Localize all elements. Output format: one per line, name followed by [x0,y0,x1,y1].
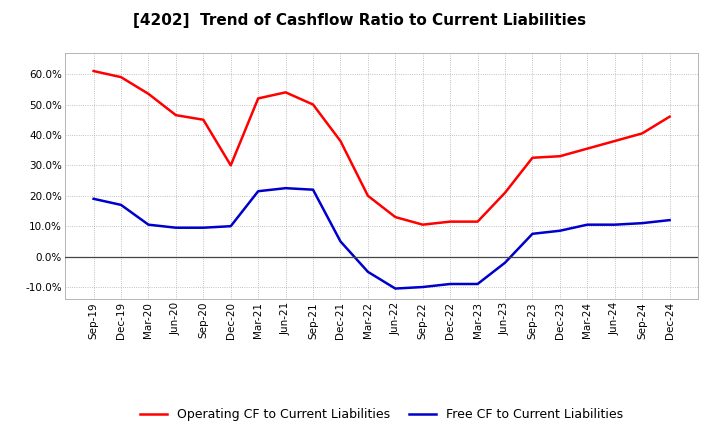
Operating CF to Current Liabilities [446,219,454,224]
Operating CF to Current Liabilities [199,117,207,122]
Operating CF to Current Liabilities [254,96,263,101]
Operating CF to Current Liabilities [364,193,372,198]
Operating CF to Current Liabilities [226,163,235,168]
Legend: Operating CF to Current Liabilities, Free CF to Current Liabilities: Operating CF to Current Liabilities, Fre… [140,408,624,421]
Free CF to Current Liabilities [500,260,509,265]
Free CF to Current Liabilities [446,281,454,286]
Operating CF to Current Liabilities [611,138,619,143]
Operating CF to Current Liabilities [638,131,647,136]
Free CF to Current Liabilities [418,284,427,290]
Free CF to Current Liabilities [364,269,372,275]
Text: [4202]  Trend of Cashflow Ratio to Current Liabilities: [4202] Trend of Cashflow Ratio to Curren… [133,13,587,28]
Operating CF to Current Liabilities [309,102,318,107]
Free CF to Current Liabilities [171,225,180,231]
Line: Operating CF to Current Liabilities: Operating CF to Current Liabilities [94,71,670,225]
Line: Free CF to Current Liabilities: Free CF to Current Liabilities [94,188,670,289]
Operating CF to Current Liabilities [583,146,592,151]
Free CF to Current Liabilities [665,217,674,223]
Operating CF to Current Liabilities [171,113,180,118]
Operating CF to Current Liabilities [89,68,98,73]
Free CF to Current Liabilities [336,239,345,244]
Free CF to Current Liabilities [226,224,235,229]
Free CF to Current Liabilities [583,222,592,227]
Free CF to Current Liabilities [254,189,263,194]
Free CF to Current Liabilities [309,187,318,192]
Operating CF to Current Liabilities [282,90,290,95]
Free CF to Current Liabilities [556,228,564,233]
Free CF to Current Liabilities [473,281,482,286]
Free CF to Current Liabilities [117,202,125,208]
Operating CF to Current Liabilities [144,91,153,96]
Operating CF to Current Liabilities [473,219,482,224]
Free CF to Current Liabilities [611,222,619,227]
Operating CF to Current Liabilities [665,114,674,119]
Free CF to Current Liabilities [528,231,537,236]
Free CF to Current Liabilities [199,225,207,231]
Operating CF to Current Liabilities [500,190,509,195]
Free CF to Current Liabilities [391,286,400,291]
Operating CF to Current Liabilities [418,222,427,227]
Free CF to Current Liabilities [282,186,290,191]
Free CF to Current Liabilities [638,220,647,226]
Operating CF to Current Liabilities [556,154,564,159]
Operating CF to Current Liabilities [391,214,400,220]
Operating CF to Current Liabilities [528,155,537,161]
Operating CF to Current Liabilities [336,138,345,143]
Free CF to Current Liabilities [89,196,98,202]
Operating CF to Current Liabilities [117,74,125,80]
Free CF to Current Liabilities [144,222,153,227]
